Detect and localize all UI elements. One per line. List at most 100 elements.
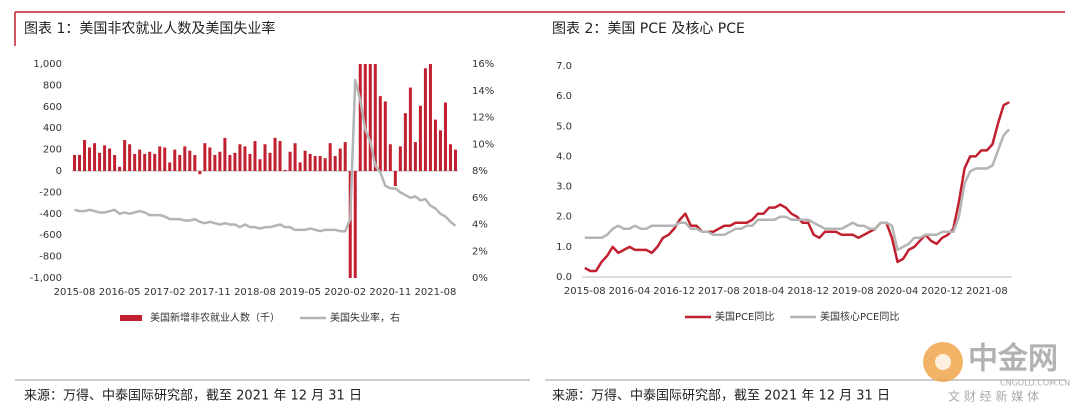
- y-tick-label: -600: [39, 230, 62, 241]
- y-tick-label: 200: [43, 145, 62, 156]
- x-tick-label: 2015-08: [564, 286, 606, 297]
- bar: [453, 149, 457, 171]
- bar: [208, 147, 212, 171]
- x-tick-label: 2020-04: [877, 286, 919, 297]
- x-tick-label: 2020-12: [921, 286, 963, 297]
- bar: [198, 171, 202, 175]
- legend-label: 美国新增非农就业人数（千）: [150, 311, 280, 324]
- watermark-logo: [935, 354, 951, 370]
- bar: [248, 153, 252, 171]
- bar: [283, 169, 287, 171]
- bar: [408, 87, 412, 171]
- bar: [388, 144, 392, 171]
- bar: [393, 171, 397, 186]
- bar: [318, 156, 322, 171]
- bar: [73, 154, 77, 171]
- y-tick-label: 2.0: [556, 212, 572, 223]
- x-tick-label: 2018-04: [743, 286, 785, 297]
- bar: [403, 113, 407, 171]
- bar: [113, 154, 117, 171]
- watermark-name: 中金网: [968, 342, 1058, 377]
- bar: [123, 139, 127, 171]
- bar: [103, 145, 107, 171]
- bar: [368, 64, 372, 171]
- watermark-domain: CNGOLD.COM.CN: [1000, 379, 1070, 388]
- y-tick-label: 0.0: [556, 272, 572, 283]
- bar: [168, 162, 172, 171]
- y-tick-label: 10%: [472, 139, 494, 150]
- y-tick-label: 4%: [472, 220, 488, 231]
- y-tick-label: 400: [43, 123, 62, 134]
- bar: [338, 148, 342, 171]
- y-tick-label: 8%: [472, 166, 488, 177]
- y-tick-label: 6%: [472, 193, 488, 204]
- bar: [293, 143, 297, 171]
- y-tick-label: 16%: [472, 59, 494, 70]
- bar: [153, 153, 157, 171]
- bar: [173, 149, 177, 171]
- bar: [423, 68, 427, 171]
- bar: [93, 143, 97, 171]
- legend-label: 美国PCE同比: [715, 310, 774, 323]
- bar: [328, 143, 332, 171]
- y-tick-label: -200: [39, 187, 62, 198]
- bar: [138, 149, 142, 171]
- footer-source: 来源：万得、中泰国际研究部，截至 2021 年 12 月 31 日: [24, 388, 362, 404]
- bar: [438, 130, 442, 171]
- bar: [88, 147, 92, 171]
- bar: [223, 137, 227, 171]
- bar: [428, 64, 432, 171]
- x-tick-label: 2016-04: [609, 286, 651, 297]
- x-tick-label: 2017-11: [189, 287, 231, 298]
- line: [584, 128, 1011, 252]
- bar: [418, 105, 422, 171]
- x-tick-label: 2021-08: [966, 286, 1008, 297]
- y-tick-label: 1.0: [556, 242, 572, 253]
- bar: [158, 146, 162, 171]
- bar: [273, 137, 277, 171]
- bar: [443, 102, 447, 171]
- bar: [128, 144, 132, 171]
- bar: [268, 152, 272, 171]
- watermark-slogan: 文 财 经 新 媒 体: [948, 389, 1039, 404]
- bar: [78, 154, 82, 171]
- x-tick-label: 2016-12: [653, 286, 695, 297]
- bar: [323, 158, 327, 171]
- y-tick-label: -1,000: [30, 273, 62, 284]
- bar: [343, 142, 347, 171]
- y-tick-label: 0%: [472, 273, 488, 284]
- x-tick-label: 2018-08: [234, 287, 276, 298]
- x-tick-label: 2019-08: [832, 286, 874, 297]
- bar: [363, 64, 367, 171]
- y-tick-label: 7.0: [556, 61, 572, 72]
- x-tick-label: 2016-05: [99, 287, 141, 298]
- x-tick-label: 2017-08: [698, 286, 740, 297]
- bar: [118, 166, 122, 171]
- bar: [313, 156, 317, 171]
- y-tick-label: 14%: [472, 86, 494, 97]
- bar: [213, 154, 217, 171]
- bar: [298, 162, 302, 171]
- bar: [373, 64, 377, 171]
- bar: [383, 101, 387, 171]
- y-tick-label: -400: [39, 209, 62, 220]
- bar: [108, 148, 112, 171]
- bar: [238, 144, 242, 171]
- y-tick-label: 5.0: [556, 121, 572, 132]
- x-tick-label: 2021-08: [415, 287, 457, 298]
- bar: [188, 150, 192, 171]
- bar: [243, 146, 247, 171]
- y-tick-label: 6.0: [556, 91, 572, 102]
- bar: [288, 151, 292, 171]
- y-tick-label: 800: [43, 80, 62, 91]
- bar: [358, 64, 362, 171]
- bar: [148, 151, 152, 171]
- x-tick-label: 2015-08: [54, 287, 96, 298]
- chart-title: 图表 2：美国 PCE 及核心 PCE: [552, 21, 745, 37]
- bar: [258, 159, 262, 171]
- bar: [178, 154, 182, 171]
- bar: [448, 144, 452, 171]
- bar: [378, 96, 382, 171]
